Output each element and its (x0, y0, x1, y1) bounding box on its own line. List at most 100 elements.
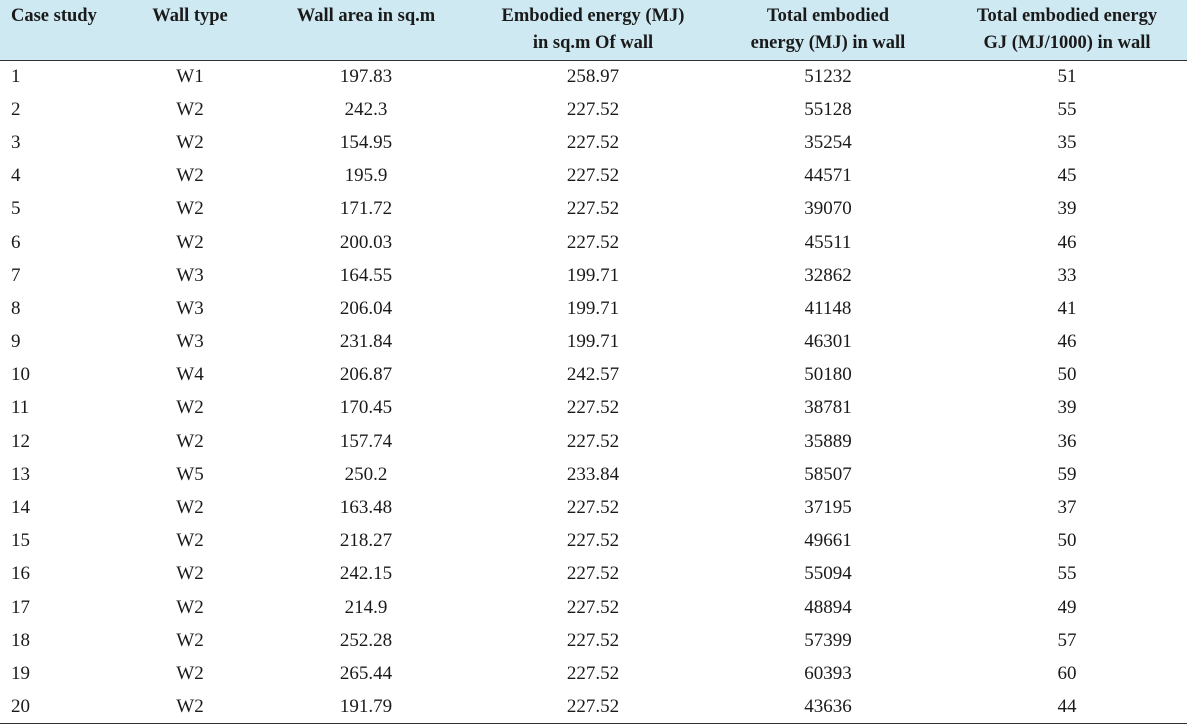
cell-embodied-energy-per-sqm: 227.52 (566, 165, 620, 187)
cell-wall-type: W2 (176, 629, 204, 651)
cell-wall-type: W2 (176, 530, 204, 552)
cell-total-embodied-energy-gj: 46 (1057, 331, 1077, 353)
header-total-embodied-energy-gj-line: Total embodied energy (976, 6, 1158, 26)
header-wall-area-line: Wall area in sq.m (296, 6, 436, 26)
cell-wall-type: W3 (176, 297, 204, 319)
cell-wall-type: W2 (176, 231, 204, 253)
table-row: 10 W4 206.87 242.57 50180 50 (0, 359, 1187, 392)
table-row: 6 W2 200.03 227.52 45511 46 (0, 226, 1187, 259)
cell-wall-area: 214.9 (344, 596, 388, 618)
header-embodied-energy-per-sqm: Embodied energy (MJ) in sq.m Of wall (477, 0, 709, 61)
cell-wall-type: W2 (176, 662, 204, 684)
header-embodied-energy-per-sqm-line: Embodied energy (MJ) (501, 6, 685, 26)
table-row: 7 W3 164.55 199.71 32862 33 (0, 259, 1187, 292)
cell-wall-area: 171.72 (339, 198, 393, 220)
cell-case-study: 12 (11, 430, 30, 452)
table-row: 8 W3 206.04 199.71 41148 41 (0, 292, 1187, 325)
cell-embodied-energy-per-sqm: 227.52 (566, 662, 620, 684)
cell-total-embodied-energy-gj: 44 (947, 690, 1187, 724)
header-wall-area: Wall area in sq.m (255, 0, 477, 61)
cell-wall-area: 250.2 (344, 463, 388, 485)
cell-case-study: 2 (11, 98, 21, 120)
cell-wall-type: W3 (176, 331, 204, 353)
cell-total-embodied-energy-mj: 55094 (804, 563, 852, 585)
cell-embodied-energy-per-sqm: 227.52 (566, 397, 620, 419)
cell-embodied-energy-per-sqm: 258.97 (566, 65, 620, 87)
cell-embodied-energy-per-sqm: 227.52 (566, 563, 620, 585)
cell-wall-area: 200.03 (339, 231, 393, 253)
cell-wall-area: 242.3 (344, 98, 388, 120)
cell-total-embodied-energy-mj: 44571 (804, 165, 852, 187)
cell-embodied-energy-per-sqm: 227.52 (566, 198, 620, 220)
cell-total-embodied-energy-mj: 57399 (804, 629, 852, 651)
cell-wall-area: 195.9 (344, 165, 388, 187)
cell-total-embodied-energy-mj: 35254 (804, 131, 852, 153)
cell-wall-type: W2 (176, 98, 204, 120)
cell-case-study: 15 (11, 530, 30, 552)
table-row: 19 W2 265.44 227.52 60393 60 (0, 657, 1187, 690)
cell-total-embodied-energy-gj: 49 (1057, 596, 1077, 618)
table-row: 5 W2 171.72 227.52 39070 39 (0, 193, 1187, 226)
cell-wall-area: 252.28 (339, 629, 393, 651)
table-row: 3 W2 154.95 227.52 35254 35 (0, 126, 1187, 159)
cell-total-embodied-energy-mj: 37195 (804, 497, 852, 519)
cell-case-study: 7 (11, 264, 21, 286)
cell-embodied-energy-per-sqm: 227.52 (566, 131, 620, 153)
cell-total-embodied-energy-gj: 50 (1057, 364, 1077, 386)
cell-wall-area: 157.74 (339, 430, 393, 452)
cell-embodied-energy-per-sqm: 227.52 (566, 98, 620, 120)
cell-wall-area: 231.84 (339, 331, 393, 353)
header-case-study-line: Case study (11, 6, 97, 26)
header-total-embodied-energy-gj: Total embodied energy GJ (MJ/1000) in wal… (947, 0, 1187, 61)
cell-total-embodied-energy-mj: 55128 (804, 98, 852, 120)
cell-wall-area: 170.45 (339, 397, 393, 419)
header-total-embodied-energy-gj-line: GJ (MJ/1000) in wall (983, 33, 1151, 53)
table-row: 18 W2 252.28 227.52 57399 57 (0, 624, 1187, 657)
table-row: 1 W1 197.83 258.97 51232 51 (0, 60, 1187, 93)
cell-case-study: 13 (11, 463, 30, 485)
table-row: 12 W2 157.74 227.52 35889 36 (0, 425, 1187, 458)
cell-total-embodied-energy-gj: 39 (1057, 397, 1077, 419)
cell-case-study: 17 (11, 596, 30, 618)
cell-wall-type: W2 (176, 198, 204, 220)
cell-total-embodied-energy-mj: 46301 (804, 331, 852, 353)
cell-total-embodied-energy-mj: 48894 (804, 596, 852, 618)
cell-wall-type: W1 (176, 65, 204, 87)
cell-wall-type: W2 (125, 690, 255, 724)
cell-case-study: 3 (11, 131, 21, 153)
table-row: 15 W2 218.27 227.52 49661 50 (0, 525, 1187, 558)
header-total-embodied-energy-mj-line: energy (MJ) in wall (750, 33, 906, 53)
table-header: Case study Wall type Wall area in sq.m Embo… (0, 0, 1187, 61)
cell-total-embodied-energy-gj: 51 (1057, 65, 1077, 87)
cell-embodied-energy-per-sqm: 227.52 (566, 497, 620, 519)
table-row: 17 W2 214.9 227.52 48894 49 (0, 591, 1187, 624)
cell-wall-area: 163.48 (339, 497, 393, 519)
cell-wall-area: 242.15 (339, 563, 393, 585)
cell-total-embodied-energy-gj: 55 (1057, 98, 1077, 120)
header-total-embodied-energy-mj: Total embodied energy (MJ) in wall (709, 0, 947, 61)
header-case-study: Case study (0, 0, 125, 61)
table-row: 9 W3 231.84 199.71 46301 46 (0, 326, 1187, 359)
cell-wall-area: 218.27 (339, 530, 393, 552)
cell-case-study: 1 (11, 65, 21, 87)
cell-total-embodied-energy-mj: 50180 (804, 364, 852, 386)
cell-total-embodied-energy-mj: 51232 (804, 65, 852, 87)
cell-total-embodied-energy-gj: 36 (1057, 430, 1077, 452)
cell-embodied-energy-per-sqm: 227.52 (566, 596, 620, 618)
cell-wall-area: 206.04 (339, 297, 393, 319)
cell-embodied-energy-per-sqm: 233.84 (566, 463, 620, 485)
header-total-embodied-energy-mj-line: Total embodied (766, 6, 890, 26)
cell-total-embodied-energy-gj: 41 (1057, 297, 1077, 319)
cell-case-study: 6 (11, 231, 21, 253)
cell-wall-type: W2 (176, 497, 204, 519)
cell-wall-type: W5 (176, 463, 204, 485)
cell-wall-area: 265.44 (339, 662, 393, 684)
cell-wall-type: W2 (176, 596, 204, 618)
cell-total-embodied-energy-mj: 58507 (804, 463, 852, 485)
table-row: 13 W5 250.2 233.84 58507 59 (0, 458, 1187, 491)
cell-case-study: 14 (11, 497, 30, 519)
header-wall-type: Wall type (125, 0, 255, 61)
cell-embodied-energy-per-sqm: 199.71 (566, 297, 620, 319)
cell-wall-area: 191.79 (255, 690, 477, 724)
table-row: 2 W2 242.3 227.52 55128 55 (0, 93, 1187, 126)
